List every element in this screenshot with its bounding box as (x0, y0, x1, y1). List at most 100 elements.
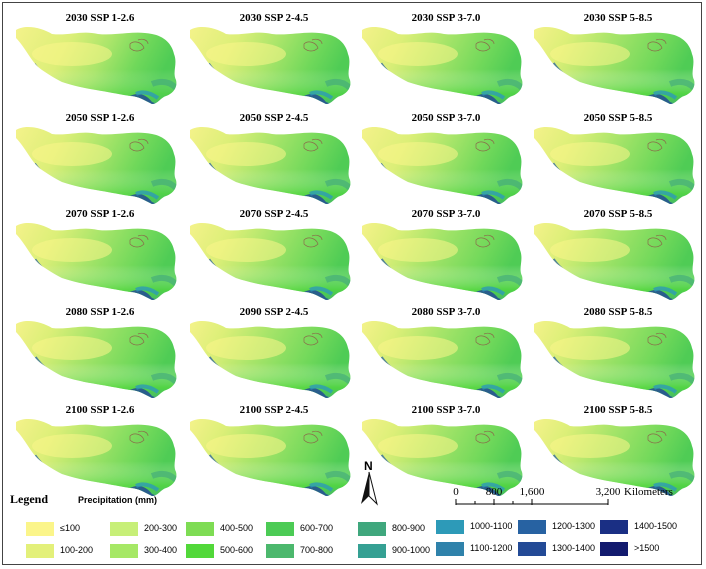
precipitation-map (16, 419, 177, 496)
legend-swatch (266, 522, 294, 536)
panel-title: 2050 SSP 5-8.5 (583, 112, 653, 124)
legend-label: >1500 (634, 543, 660, 553)
panel-title: 2100 SSP 5-8.5 (583, 404, 653, 416)
scale-tick-label: 3,200 (595, 486, 621, 498)
panel-title: 2080 SSP 3-7.0 (411, 306, 481, 318)
scale-tick-label: 800 (485, 486, 503, 498)
precipitation-map (16, 27, 177, 104)
panel-title: 2100 SSP 2-4.5 (239, 404, 309, 416)
map-panel-grid: 2030 SSP 1-2.6 2030 SSP 2-4.5 2030 SSP 3-7… (12, 12, 706, 496)
map-panel: 2100 SSP 1-2.6 (12, 404, 188, 496)
panel-title: 2070 SSP 5-8.5 (583, 208, 653, 220)
legend-swatch (600, 520, 628, 534)
legend-label: 1000-1100 (470, 521, 513, 531)
panel-title: 2090 SSP 2-4.5 (239, 306, 309, 318)
panel-title: 2050 SSP 3-7.0 (411, 112, 481, 124)
legend-label: 200-300 (144, 523, 178, 533)
legend-label: 900-1000 (392, 545, 431, 555)
scale-tick-label: 0 (453, 486, 459, 498)
panel-title: 2100 SSP 3-7.0 (411, 404, 481, 416)
precipitation-map (362, 27, 523, 104)
panel-title: 2070 SSP 2-4.5 (239, 208, 309, 220)
precipitation-map (362, 419, 523, 496)
map-panel: 2030 SSP 1-2.6 (12, 12, 188, 104)
panel-title: 2080 SSP 1-2.6 (65, 306, 135, 318)
legend-swatch (358, 522, 386, 536)
precipitation-map (534, 127, 695, 204)
legend-swatch (358, 544, 386, 558)
legend-label: 400-500 (220, 523, 254, 533)
map-panel: 2100 SSP 3-7.0 (358, 404, 534, 496)
precipitation-map (534, 321, 695, 398)
legend-label: 300-400 (144, 545, 178, 555)
panel-title: 2100 SSP 1-2.6 (65, 404, 135, 416)
precipitation-map (362, 223, 523, 300)
map-panel: 2090 SSP 2-4.5 (186, 306, 362, 398)
map-panel: 2100 SSP 2-4.5 (186, 404, 362, 496)
precipitation-map (534, 27, 695, 104)
scale-bar: 0 800 1,600 3,200 Kilometers (440, 486, 700, 520)
map-panel: 2080 SSP 1-2.6 (12, 306, 188, 398)
scale-unit-label: Kilometers (624, 486, 673, 498)
precipitation-map (190, 321, 351, 398)
legend-label: 800-900 (392, 523, 426, 533)
precipitation-map (362, 321, 523, 398)
legend-swatch (436, 520, 464, 534)
precipitation-map (16, 223, 177, 300)
legend-swatch (110, 522, 138, 536)
panel-title: 2030 SSP 5-8.5 (583, 12, 653, 24)
map-panel: 2030 SSP 2-4.5 (186, 12, 362, 104)
precipitation-map (534, 223, 695, 300)
legend-label: 1300-1400 (552, 543, 596, 553)
map-panel: 2050 SSP 1-2.6 (12, 112, 188, 204)
precipitation-map (362, 127, 523, 204)
legend-label: 1200-1300 (552, 521, 596, 531)
map-panel: 2050 SSP 5-8.5 (530, 112, 706, 204)
map-panel: 2050 SSP 2-4.5 (186, 112, 362, 204)
north-arrow-icon (361, 471, 378, 506)
precipitation-map (190, 419, 351, 496)
map-panel: 2070 SSP 1-2.6 (12, 208, 188, 300)
legend-swatch (518, 520, 546, 534)
legend-title: Legend (10, 492, 49, 506)
map-panel: 2070 SSP 3-7.0 (358, 208, 534, 300)
map-panel: 2070 SSP 2-4.5 (186, 208, 362, 300)
panel-title: 2030 SSP 3-7.0 (411, 12, 481, 24)
panel-title: 2050 SSP 2-4.5 (239, 112, 309, 124)
map-panel: 2050 SSP 3-7.0 (358, 112, 534, 204)
panel-title: 2070 SSP 3-7.0 (411, 208, 481, 220)
panel-title: 2080 SSP 5-8.5 (583, 306, 653, 318)
legend-label: 700-800 (300, 545, 334, 555)
legend-swatch (436, 542, 464, 556)
legend-swatch (186, 544, 214, 558)
precipitation-map (190, 223, 351, 300)
precipitation-map (16, 127, 177, 204)
map-panel: 2030 SSP 5-8.5 (530, 12, 706, 104)
map-panel: 2070 SSP 5-8.5 (530, 208, 706, 300)
precipitation-map (190, 127, 351, 204)
panel-title: 2070 SSP 1-2.6 (65, 208, 135, 220)
north-label: N (364, 459, 373, 473)
legend-label: 600-700 (300, 523, 334, 533)
scale-tick-label: 1,600 (519, 486, 545, 498)
precipitation-map (16, 321, 177, 398)
legend-label: 1400-1500 (634, 521, 678, 531)
legend-label: 100-200 (60, 545, 94, 555)
panel-title: 2030 SSP 2-4.5 (239, 12, 309, 24)
legend-label: 1100-1200 (470, 543, 513, 553)
precipitation-map (190, 27, 351, 104)
panel-title: 2030 SSP 1-2.6 (65, 12, 135, 24)
legend-swatch (518, 542, 546, 556)
map-panel: 2030 SSP 3-7.0 (358, 12, 534, 104)
map-panel: 2080 SSP 3-7.0 (358, 306, 534, 398)
legend-swatch (26, 522, 54, 536)
legend-swatch (186, 522, 214, 536)
legend-label: ≤100 (60, 523, 80, 533)
legend-swatch (110, 544, 138, 558)
scale-bar-line (455, 499, 609, 505)
legend-swatch (26, 544, 54, 558)
precipitation-map (534, 419, 695, 496)
map-panel: 2100 SSP 5-8.5 (530, 404, 706, 496)
panel-title: 2050 SSP 1-2.6 (65, 112, 135, 124)
legend-swatch (600, 542, 628, 556)
